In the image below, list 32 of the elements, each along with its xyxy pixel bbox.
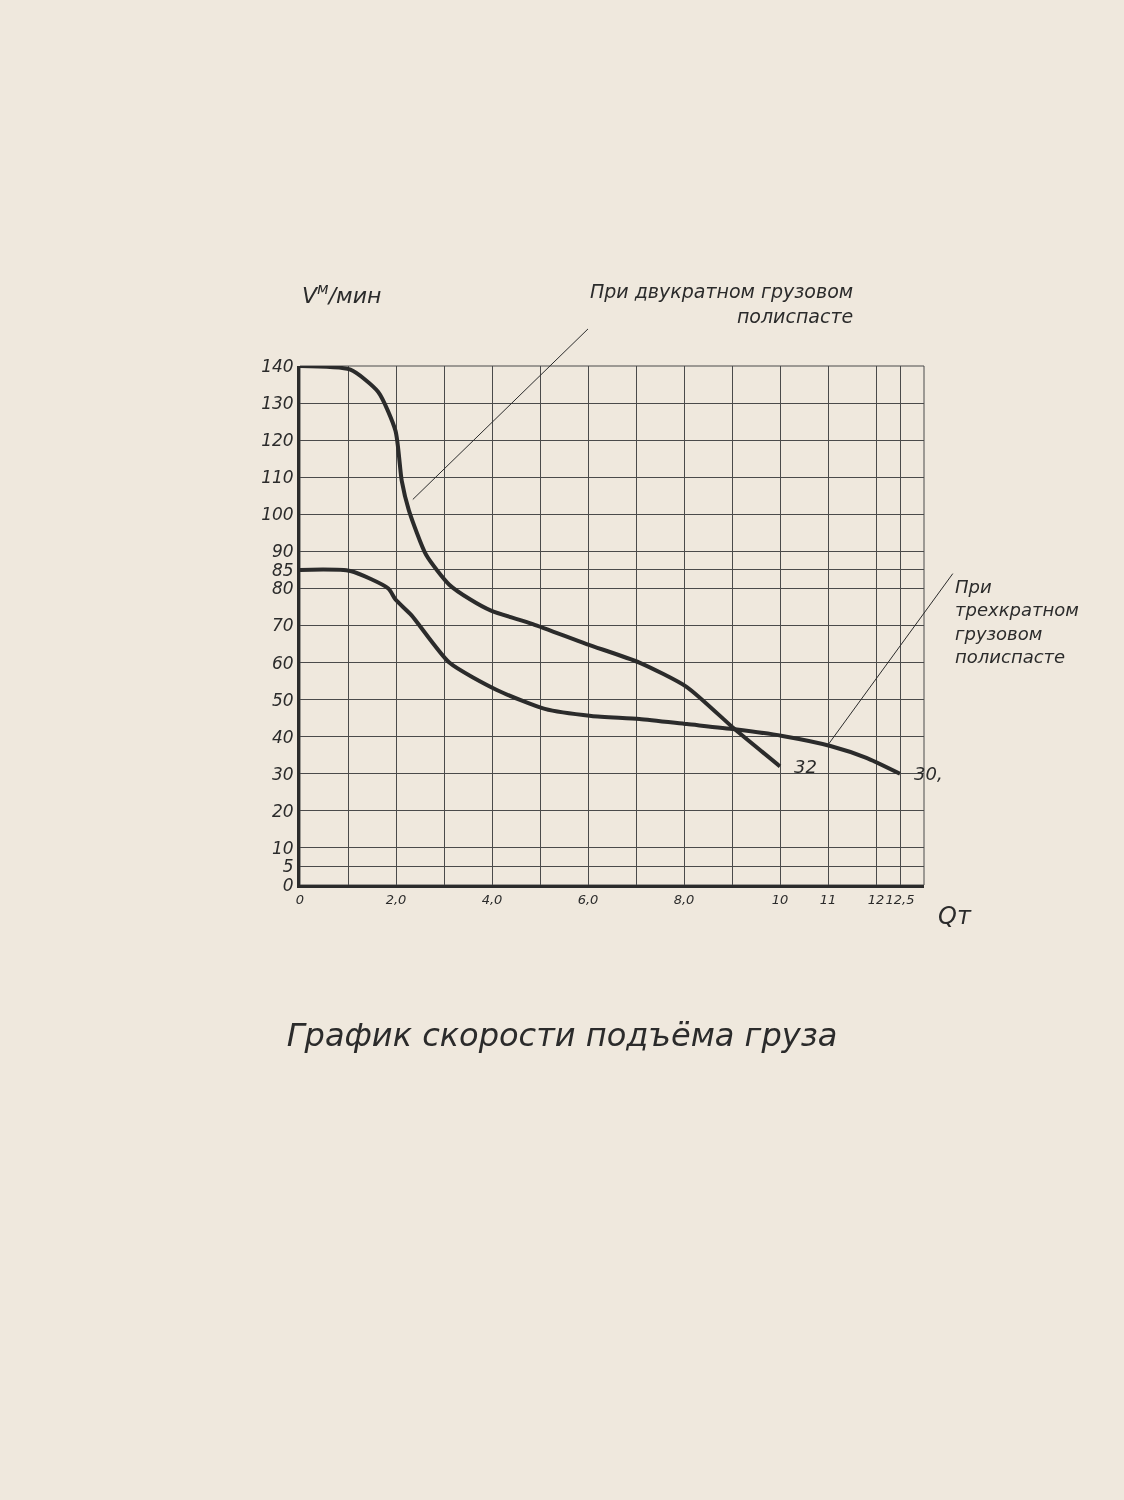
y-tick-label: 90 [271,541,294,562]
x-tick-label: 4,0 [481,891,503,907]
x-tick-label: 11 [819,891,837,907]
x-tick-label: 2,0 [385,891,407,907]
text: График скорости подъёма груза [286,1016,838,1055]
y-tick-label: 110 [261,467,294,488]
y-axis-title: V$^{м}$/мин [302,280,382,309]
y-tick-label: 30 [271,763,294,784]
annotation: 30, [914,763,943,784]
x-tick-label: 6,0 [577,891,599,907]
x-tick-label: 12 [867,891,885,907]
y-tick-label: 120 [261,430,294,451]
annotation: 32 [794,756,817,777]
y-tick-label: 85 [271,559,294,580]
x-tick-label: 10 [771,891,789,907]
y-tick-label: 5 [282,856,294,877]
y-tick-label: 50 [271,689,294,710]
y-tick-label: 130 [261,393,294,414]
y-tick-label: 100 [261,504,294,525]
y-tick-label: 20 [271,800,294,821]
x-axis-title: Qт [938,902,972,930]
y-tick-label: 140 [261,355,294,376]
x-tick-label: 12,5 [885,891,915,907]
text: При двукратном грузовом полиспасте [590,280,854,327]
y-tick-label: 10 [271,837,294,858]
text: При трехкратном грузовом полиспасте [955,576,1079,668]
y-tick-label: 80 [271,578,294,599]
y-tick-label: 70 [271,615,294,636]
x-tick-label: 0 [295,891,305,907]
y-tick-label: 40 [271,726,294,747]
y-tick-label: 60 [271,652,294,673]
x-tick-label: 8,0 [673,891,695,907]
